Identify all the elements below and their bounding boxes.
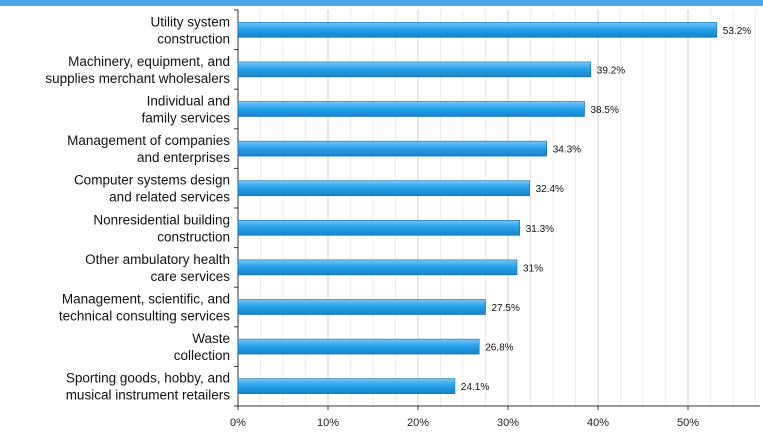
category-label: family services (141, 111, 230, 126)
data-label: 53.2% (723, 26, 751, 37)
category-label: Individual and (147, 94, 230, 109)
category-label: Machinery, equipment, and (68, 54, 230, 69)
x-tick-label: 30% (497, 417, 519, 429)
bar (237, 101, 585, 117)
data-label: 32.4% (536, 184, 564, 195)
category-label: Nonresidential building (93, 212, 230, 227)
top-accent-bar (0, 0, 763, 6)
x-tick-label: 40% (587, 417, 609, 429)
data-label: 24.1% (461, 382, 489, 393)
bar (237, 61, 592, 78)
x-tick-label: 50% (677, 417, 699, 429)
category-label: Utility system (150, 14, 230, 29)
category-label: musical instrument retailers (66, 388, 231, 403)
bar (237, 259, 518, 276)
category-label: Management of companies (67, 133, 230, 148)
category-label: and enterprises (137, 150, 230, 165)
bar (237, 378, 456, 395)
data-label: 31% (523, 263, 543, 274)
category-label: and related services (109, 190, 230, 205)
data-label: 34.3% (553, 145, 581, 156)
category-label: Management, scientific, and (62, 292, 230, 307)
x-tick-label: 10% (317, 417, 339, 429)
category-label: Other ambulatory health (85, 252, 230, 267)
category-label: construction (157, 229, 230, 244)
data-label: 39.2% (597, 65, 625, 76)
bar (237, 180, 530, 196)
x-tick-label: 20% (407, 417, 429, 429)
category-label: care services (150, 269, 230, 284)
data-label: 38.5% (591, 105, 619, 116)
bar (237, 220, 521, 236)
bar (237, 140, 548, 157)
bar (237, 299, 486, 315)
labels: 0% 10% 20% 30% 40% 50% 53.2% Utility system cons… (45, 14, 751, 429)
category-label: construction (157, 31, 230, 46)
category-label: Computer systems design (74, 173, 230, 188)
data-label: 31.3% (526, 224, 554, 235)
data-label: 27.5% (492, 303, 520, 314)
data-label: 26.8% (485, 343, 513, 354)
bar (237, 338, 480, 355)
bars (237, 21, 718, 395)
category-label: technical consulting services (59, 309, 230, 324)
category-label: Sporting goods, hobby, and (66, 371, 230, 386)
x-tick-label: 0% (230, 417, 246, 429)
bar (237, 21, 718, 38)
category-label: collection (174, 348, 230, 363)
category-label: supplies merchant wholesalers (45, 71, 230, 86)
category-label: Waste (192, 331, 230, 346)
